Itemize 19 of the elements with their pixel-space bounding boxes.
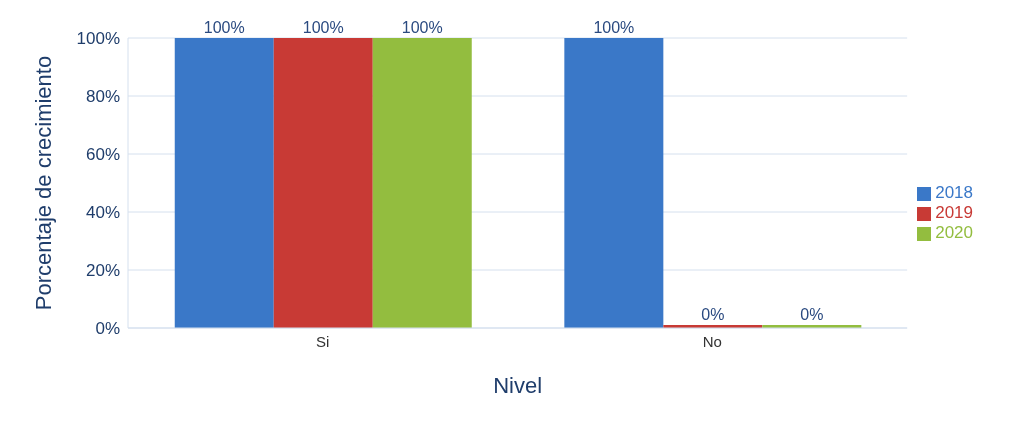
y-tick-label: 80% (85, 87, 120, 107)
data-label: 0% (800, 306, 824, 323)
legend-label: 2018 (935, 183, 973, 202)
x-tick-label: No (702, 332, 722, 350)
x-axis-title: Nivel (493, 373, 543, 398)
data-label: 100% (203, 19, 245, 36)
y-axis-title: Porcentaje de crecimiento (30, 55, 56, 311)
y-tick-label: 40% (85, 203, 120, 223)
x-tick-label: Si (316, 332, 330, 350)
y-tick-label: 60% (85, 145, 120, 165)
data-label: 100% (401, 19, 443, 36)
y-tick-label: 0% (95, 319, 120, 339)
data-label: 100% (302, 19, 344, 36)
legend-label: 2019 (935, 203, 973, 222)
data-label: 100% (593, 19, 635, 36)
y-tick-label: 100% (76, 29, 120, 49)
data-label: 0% (701, 306, 725, 323)
legend-label: 2020 (935, 223, 973, 242)
y-tick-label: 20% (85, 261, 120, 281)
